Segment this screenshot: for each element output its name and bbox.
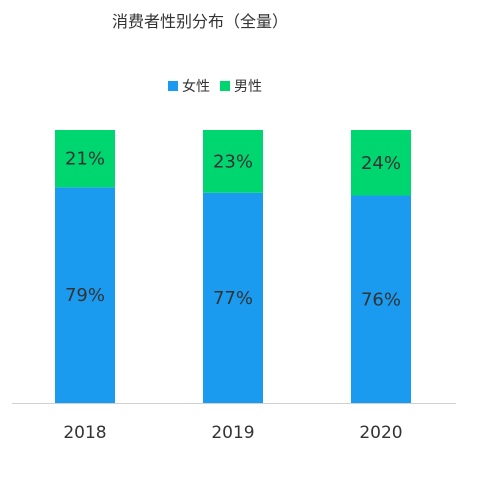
x-tick-label-2020: 2020 <box>359 423 402 443</box>
chart-title: 消费者性别分布（全量） <box>111 12 288 31</box>
bar-male-2019 <box>203 130 263 193</box>
bars-group: 79% 21% 77% 23% 76% 24% <box>55 130 411 403</box>
bar-female-2018 <box>55 187 115 403</box>
data-label-male-2018: 21% <box>65 149 105 170</box>
legend-item-female: 女性 <box>168 76 210 96</box>
bar-female-2020 <box>351 195 411 403</box>
x-tick-label-2018: 2018 <box>63 423 106 443</box>
data-label-female-2020: 76% <box>361 289 401 310</box>
data-label-female-2018: 79% <box>65 285 105 306</box>
data-label-male-2020: 24% <box>361 153 401 174</box>
bar-male-2020 <box>351 130 411 196</box>
data-label-male-2019: 23% <box>213 151 253 172</box>
chart-legend: 女性 男性 <box>0 76 430 96</box>
bar-female-2019 <box>203 192 263 403</box>
legend-item-male: 男性 <box>220 76 262 96</box>
legend-swatch-female <box>168 81 178 91</box>
legend-swatch-male <box>220 81 230 91</box>
legend-label-female: 女性 <box>182 79 210 95</box>
legend-label-male: 男性 <box>234 79 262 95</box>
category-labels-group: 2018 2019 2020 <box>63 423 402 443</box>
x-tick-label-2019: 2019 <box>211 423 254 443</box>
data-label-female-2019: 77% <box>213 288 253 309</box>
bar-male-2018 <box>55 130 115 188</box>
